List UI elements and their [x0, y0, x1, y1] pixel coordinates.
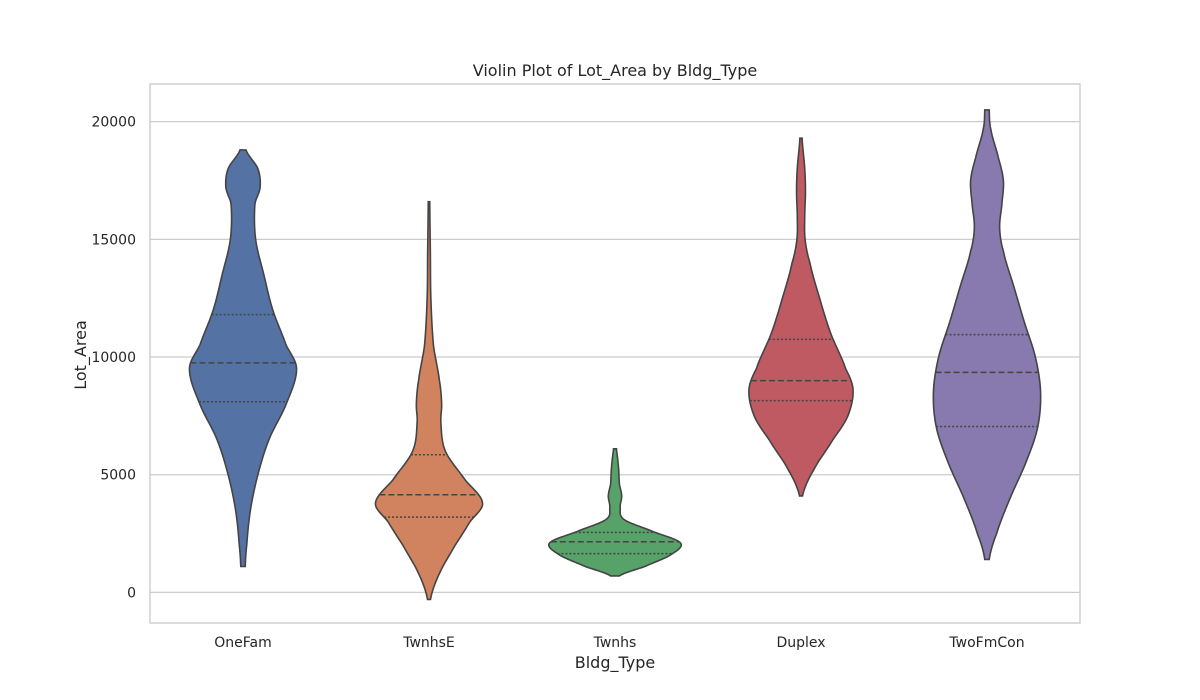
violin-Duplex	[748, 137, 854, 497]
x-tick-label: Duplex	[776, 635, 825, 651]
violin-OneFam	[188, 149, 298, 568]
plot-frame	[149, 83, 1081, 624]
x-tick-label: Twnhs	[593, 635, 637, 651]
y-tick-label: 15000	[91, 232, 136, 248]
x-axis-label: Bldg_Type	[575, 653, 655, 673]
violin-body	[188, 149, 298, 568]
x-tick-label: TwnhsE	[402, 635, 455, 651]
y-tick-label: 0	[127, 585, 136, 601]
x-tick-label: OneFam	[214, 635, 272, 651]
violin-TwnhsE	[374, 200, 484, 601]
x-tick-labels: OneFam TwnhsE Twnhs Duplex TwoFmCon	[214, 635, 1024, 651]
x-tick-label: TwoFmCon	[948, 635, 1024, 651]
violin-body	[748, 137, 854, 497]
y-tick-label: 20000	[91, 115, 136, 131]
grid-lines	[150, 121, 1080, 594]
y-tick-labels: 0 5000 10000 15000 20000	[91, 115, 136, 602]
violin-body	[374, 200, 484, 601]
y-tick-label: 5000	[100, 468, 136, 484]
chart-title: Violin Plot of Lot_Area by Bldg_Type	[473, 61, 758, 81]
violin-Twnhs	[547, 448, 683, 577]
violin-TwoFmCon	[932, 109, 1042, 561]
y-tick-label: 10000	[91, 350, 136, 366]
y-axis-label: Lot_Area	[71, 320, 91, 390]
violin-body	[547, 448, 683, 577]
violins	[188, 109, 1042, 601]
